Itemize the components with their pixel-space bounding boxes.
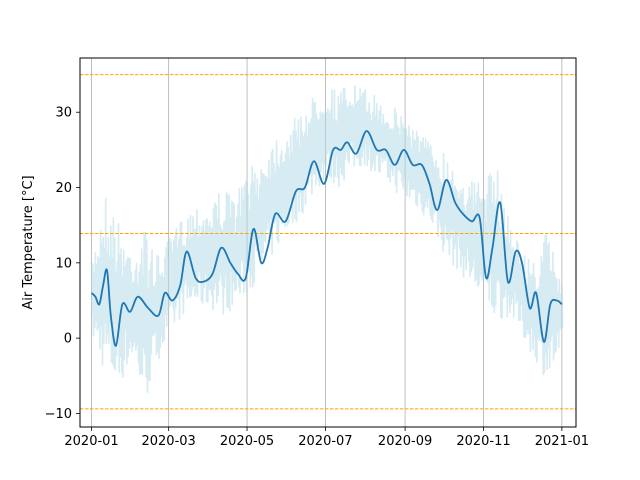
x-axis: 2020-01 2020-03 2020-05 2020-07 2020-09 2020-… xyxy=(64,427,589,449)
reference-lines xyxy=(80,74,576,410)
y-tick-label: 0 xyxy=(64,332,72,347)
y-tick-label: −10 xyxy=(45,407,72,422)
x-tick-label: 2020-11 xyxy=(456,434,510,449)
x-tick-label: 2020-07 xyxy=(298,434,352,449)
smoothed-temperature-line xyxy=(90,130,563,347)
x-tick-label: 2020-01 xyxy=(64,434,118,449)
y-tick-label: 20 xyxy=(55,181,72,196)
y-axis-label: Air Temperature [°C] xyxy=(21,175,36,309)
x-tick-label: 2021-01 xyxy=(535,434,589,449)
y-tick-label: 30 xyxy=(55,106,72,121)
y-axis: −10 0 10 20 30 xyxy=(45,106,80,422)
x-tick-label: 2020-05 xyxy=(220,434,274,449)
y-tick-label: 10 xyxy=(55,256,72,271)
x-tick-label: 2020-09 xyxy=(378,434,432,449)
smoothed-temperature-series xyxy=(90,130,563,347)
plot-frame xyxy=(79,57,577,428)
x-tick-label: 2020-03 xyxy=(141,434,195,449)
